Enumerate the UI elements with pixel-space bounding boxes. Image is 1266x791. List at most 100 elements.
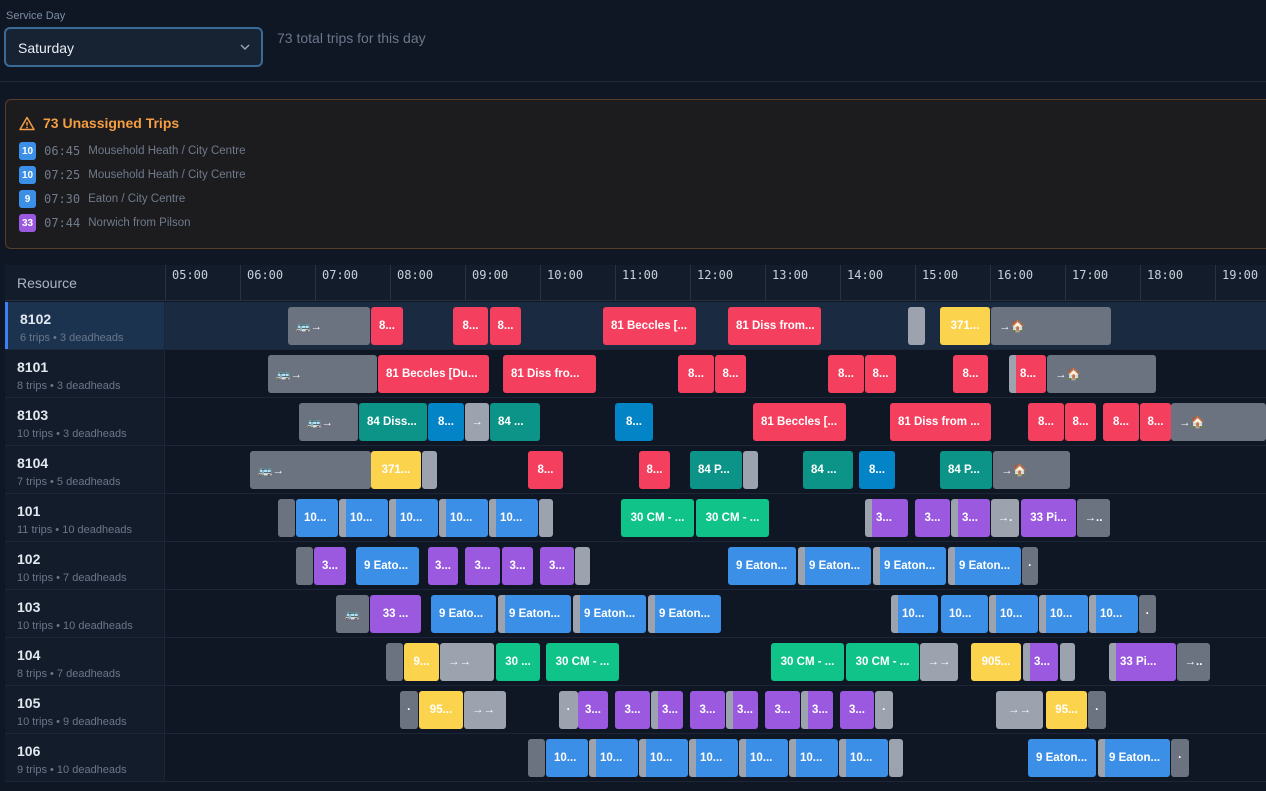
deadhead-block[interactable]: →🏠 [1047, 355, 1156, 393]
deadhead-block[interactable]: 🚌→ [250, 451, 371, 489]
trip-block[interactable]: 371... [371, 451, 421, 489]
trip-block[interactable]: 3... [765, 691, 800, 729]
trip-block[interactable]: 30 CM - ... [846, 643, 919, 681]
deadhead-block[interactable] [278, 499, 295, 537]
trip-block[interactable]: 3... [690, 691, 725, 729]
trip-block[interactable]: 9 Eaton... [873, 547, 946, 585]
trip-block[interactable]: 9 Eato... [431, 595, 496, 633]
deadhead-block[interactable] [908, 307, 925, 345]
trip-block[interactable]: 3... [578, 691, 608, 729]
trip-block[interactable]: 9 Eaton... [1098, 739, 1170, 777]
deadhead-block[interactable] [889, 739, 903, 777]
trip-block[interactable]: 10... [339, 499, 388, 537]
trip-block[interactable]: 33 Pi... [1109, 643, 1176, 681]
resource-row[interactable]: 101 11 trips • 10 deadheads 10... 10... … [5, 494, 1266, 542]
resource-row[interactable]: 8104 7 trips • 5 deadheads 🚌→ 371... 8..… [5, 446, 1266, 494]
trip-block[interactable]: 8... [859, 451, 895, 489]
trip-block[interactable]: 9 Eaton... [948, 547, 1021, 585]
trip-block[interactable]: 9 Eaton... [648, 595, 721, 633]
trip-block[interactable]: 10... [789, 739, 838, 777]
trip-block[interactable]: 95... [1046, 691, 1087, 729]
trip-block[interactable]: 30 CM - ... [546, 643, 619, 681]
trip-block[interactable]: 8... [715, 355, 746, 393]
trip-block[interactable]: 81 Diss from... [728, 307, 821, 345]
deadhead-block[interactable]: 🚌→ [288, 307, 370, 345]
trip-block[interactable]: 81 Beccles [... [603, 307, 696, 345]
trip-block[interactable]: 8... [490, 307, 521, 345]
trip-block[interactable]: 8... [1065, 403, 1096, 441]
resource-row[interactable]: 106 9 trips • 10 deadheads 10... 10... 1… [5, 734, 1266, 782]
trip-block[interactable]: 9 Eaton... [728, 547, 796, 585]
deadhead-block[interactable] [539, 499, 553, 537]
deadhead-block[interactable]: · [1022, 547, 1038, 585]
trip-block[interactable]: 9 Eato... [356, 547, 419, 585]
trip-block[interactable]: 30 CM - ... [771, 643, 844, 681]
deadhead-block[interactable]: → [465, 403, 489, 441]
resource-row[interactable]: 103 10 trips • 10 deadheads 🚌 33 ... 9 E… [5, 590, 1266, 638]
trip-block[interactable]: 3... [314, 547, 346, 585]
trip-block[interactable]: 10... [891, 595, 938, 633]
deadhead-block[interactable]: →→ [996, 691, 1043, 729]
trip-block[interactable]: 3... [540, 547, 574, 585]
trip-block[interactable]: 9 Eaton... [1028, 739, 1096, 777]
trip-block[interactable]: 10... [941, 595, 988, 633]
trip-block[interactable]: 3... [801, 691, 833, 729]
trip-block[interactable]: 10... [389, 499, 438, 537]
trip-block[interactable]: 8... [371, 307, 403, 345]
trip-block[interactable]: 84 ... [490, 403, 540, 441]
trip-block[interactable]: 10... [546, 739, 588, 777]
trip-block[interactable]: 10... [1039, 595, 1088, 633]
deadhead-block[interactable]: →🏠 [991, 307, 1111, 345]
service-day-select[interactable]: Saturday [4, 27, 263, 67]
trip-block[interactable]: 3... [502, 547, 533, 585]
resource-row[interactable]: 102 10 trips • 7 deadheads 3... 9 Eato..… [5, 542, 1266, 590]
trip-block[interactable]: 33 Pi... [1021, 499, 1076, 537]
deadhead-block[interactable]: · [875, 691, 893, 729]
trip-block[interactable]: 3... [865, 499, 908, 537]
trip-block[interactable]: 9 Eaton... [798, 547, 871, 585]
trip-block[interactable]: 10... [989, 595, 1038, 633]
deadhead-block[interactable] [386, 643, 403, 681]
trip-block[interactable]: 81 Beccles [... [753, 403, 846, 441]
resource-row[interactable]: 105 10 trips • 9 deadheads · 95... →→ · … [5, 686, 1266, 734]
trip-block[interactable]: 8... [1028, 403, 1064, 441]
trip-block[interactable]: 8... [428, 403, 464, 441]
deadhead-block[interactable]: →.. [1177, 643, 1210, 681]
deadhead-block[interactable]: · [559, 691, 578, 729]
trip-block[interactable]: 3... [615, 691, 650, 729]
trip-block[interactable]: 9... [404, 643, 439, 681]
deadhead-block[interactable] [528, 739, 545, 777]
trip-block[interactable]: 905... [971, 643, 1021, 681]
trip-block[interactable]: 3... [428, 547, 458, 585]
trip-block[interactable]: 30 CM - ... [621, 499, 694, 537]
deadhead-block[interactable]: 🚌→ [268, 355, 377, 393]
resource-row[interactable]: 104 8 trips • 7 deadheads 9... →→ 30 ...… [5, 638, 1266, 686]
trip-block[interactable]: 3... [840, 691, 874, 729]
deadhead-block[interactable]: · [400, 691, 418, 729]
trip-block[interactable]: 10... [589, 739, 638, 777]
unassigned-trip[interactable]: 10 06:45 Mousehold Heath / City Centre [19, 142, 246, 160]
deadhead-block[interactable]: · [1171, 739, 1189, 777]
trip-block[interactable]: 3... [726, 691, 758, 729]
trip-block[interactable]: 10... [689, 739, 738, 777]
trip-block[interactable]: 30 CM - ... [696, 499, 769, 537]
trip-block[interactable]: 3... [1023, 643, 1058, 681]
trip-block[interactable]: 81 Diss fro... [503, 355, 596, 393]
trip-block[interactable]: 95... [419, 691, 463, 729]
trip-block[interactable]: 8... [1103, 403, 1139, 441]
trip-block[interactable]: 8... [953, 355, 988, 393]
trip-block[interactable]: 8... [639, 451, 670, 489]
trip-block[interactable]: 3... [951, 499, 990, 537]
trip-block[interactable]: 3... [915, 499, 950, 537]
trip-block[interactable]: 84 ... [803, 451, 853, 489]
trip-block[interactable]: 8... [528, 451, 563, 489]
trip-block[interactable]: 8... [678, 355, 714, 393]
trip-block[interactable]: 10... [739, 739, 788, 777]
trip-block[interactable]: 8... [865, 355, 896, 393]
trip-block[interactable]: 8... [1009, 355, 1046, 393]
trip-block[interactable]: 84 Diss... [359, 403, 427, 441]
resource-row[interactable]: 8103 10 trips • 3 deadheads 🚌→ 84 Diss..… [5, 398, 1266, 446]
trip-block[interactable]: 10... [296, 499, 338, 537]
deadhead-block[interactable]: →→ [920, 643, 958, 681]
deadhead-block[interactable] [743, 451, 758, 489]
